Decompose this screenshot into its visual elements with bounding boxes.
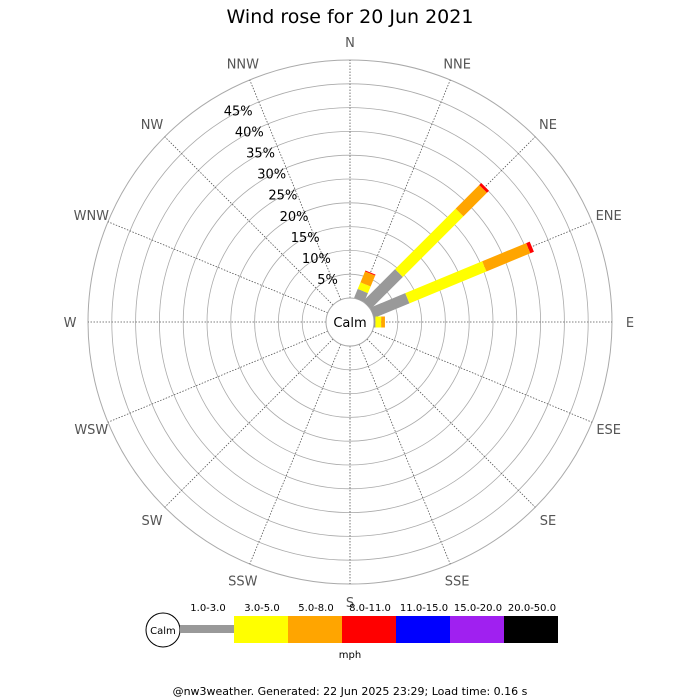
legend-unit: mph — [339, 650, 361, 661]
spoke-line — [366, 338, 536, 508]
wind-petals — [354, 182, 534, 328]
ring-label: 20% — [280, 210, 309, 225]
legend-swatch — [396, 616, 450, 643]
legend-swatch — [234, 616, 288, 643]
direction-label: N — [345, 36, 355, 51]
legend-swatch — [504, 616, 558, 643]
petal-ne — [363, 182, 490, 309]
speed-legend: Calm 1.0-3.0 3.0-5.0 5.0-8.0 8.0-11.0 11.0-15… — [145, 603, 558, 661]
spoke-line — [358, 344, 451, 565]
petal-segment — [482, 243, 531, 272]
ring-label: 5% — [317, 273, 338, 288]
footer-text: @nw3weather. Generated: 22 Jun 2025 23:2… — [173, 685, 528, 698]
petal-segment — [479, 182, 490, 193]
spoke-line — [107, 330, 328, 423]
ring-label: 15% — [291, 231, 320, 246]
petal-segment — [357, 282, 371, 294]
direction-label: SSE — [445, 575, 470, 590]
legend-label: 20.0-50.0 — [508, 603, 556, 614]
ring-label: 30% — [257, 168, 286, 183]
petal-segment — [363, 269, 403, 309]
legend-swatch — [450, 616, 504, 643]
ring-label: 35% — [246, 147, 275, 162]
calm-label: Calm — [333, 316, 366, 331]
ring-label: 45% — [224, 105, 253, 120]
petal-e — [374, 316, 385, 328]
petal-segment — [360, 271, 376, 287]
petal-segment — [455, 185, 487, 217]
legend-swatch — [342, 616, 396, 643]
legend-label: 8.0-11.0 — [349, 603, 391, 614]
spoke-line — [164, 338, 334, 508]
grid-ring — [277, 249, 422, 394]
direction-label: W — [64, 316, 77, 331]
spoke-line — [372, 330, 593, 423]
legend-label: 15.0-20.0 — [454, 603, 502, 614]
spoke-line — [358, 79, 451, 300]
direction-label: SE — [540, 514, 556, 529]
petal-segment — [381, 316, 385, 328]
spoke-line — [249, 79, 342, 300]
direction-label: SSW — [228, 575, 258, 590]
polar-grid — [87, 59, 613, 585]
legend-label: 11.0-15.0 — [400, 603, 448, 614]
petal-segment — [526, 241, 534, 254]
ring-label: 25% — [268, 189, 297, 204]
direction-label: NNE — [443, 57, 471, 72]
direction-label: NW — [141, 118, 164, 133]
petal-segment — [395, 208, 464, 277]
grid-ring — [182, 154, 518, 490]
grid-ring — [301, 273, 399, 371]
direction-label: NNW — [227, 57, 259, 72]
grid-ring — [254, 226, 446, 418]
petal-segment — [354, 288, 368, 302]
ring-label: 10% — [302, 252, 331, 267]
petal-nne — [354, 270, 376, 302]
legend-calm-label: Calm — [150, 626, 176, 637]
legend-label: 3.0-5.0 — [244, 603, 279, 614]
spoke-line — [249, 344, 342, 565]
petal-segment — [370, 293, 410, 318]
grid-ring — [230, 202, 470, 442]
direction-label: WNW — [74, 209, 110, 224]
direction-label: E — [626, 316, 634, 331]
spoke-line — [107, 221, 328, 314]
direction-label: S — [346, 596, 354, 611]
direction-label: WSW — [74, 423, 108, 438]
petal-segment — [405, 261, 487, 304]
axis-labels: Calm N NNE NE ENE E ESE SE SSE S SSW SW WSW W WNW NW NNW… — [64, 36, 635, 611]
legend-label: 1.0-3.0 — [190, 603, 225, 614]
chart-title: Wind rose for 20 Jun 2021 — [227, 6, 474, 28]
grid-ring — [206, 178, 494, 466]
petal-segment — [374, 316, 376, 328]
legend-swatch — [288, 616, 342, 643]
petal-ene — [370, 241, 534, 318]
direction-label: ESE — [596, 423, 621, 438]
petal-segment — [375, 316, 382, 328]
legend-swatch — [180, 625, 234, 633]
direction-label: NE — [539, 118, 557, 133]
petal-segment — [365, 270, 376, 276]
spoke-line — [164, 136, 334, 306]
grid-ring — [158, 130, 542, 514]
ring-label: 40% — [235, 126, 264, 141]
legend-label: 5.0-8.0 — [298, 603, 333, 614]
direction-label: SW — [141, 514, 162, 529]
direction-label: ENE — [596, 209, 622, 224]
